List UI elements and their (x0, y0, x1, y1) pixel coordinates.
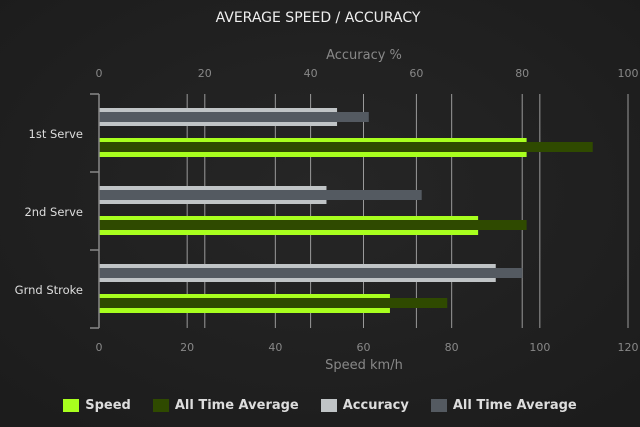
bar-accuracy-average (99, 268, 523, 278)
top-tick-label: 20 (198, 67, 212, 80)
legend-label: All Time Average (174, 398, 299, 413)
legend-swatch (63, 399, 80, 412)
bottom-tick-label: 40 (268, 341, 282, 354)
bottom-tick-label: 80 (445, 341, 459, 354)
top-tick-label: 0 (96, 67, 103, 80)
legend: Speed All Time Average Accuracy All Time… (0, 398, 640, 413)
top-axis-label: Accuracy % (326, 48, 402, 63)
bar-accuracy-average (99, 112, 369, 122)
legend-swatch (430, 399, 447, 412)
legend-item-accuracy[interactable]: Accuracy (320, 398, 409, 413)
bottom-axis-label: Speed km/h (325, 358, 403, 373)
legend-item-speed[interactable]: Speed (63, 398, 131, 413)
bar-speed-average (99, 142, 593, 152)
bar-speed-average (99, 298, 448, 308)
bottom-tick-label: 60 (357, 341, 371, 354)
bar-speed-average (99, 220, 527, 230)
bar-accuracy-average (99, 190, 422, 200)
bottom-tick-label: 120 (618, 341, 639, 354)
category-label: Grnd Stroke (15, 283, 83, 297)
top-tick-label: 60 (409, 67, 423, 80)
bottom-tick-label: 100 (529, 341, 550, 354)
top-tick-label: 100 (618, 67, 639, 80)
chart-title: AVERAGE SPEED / ACCURACY (216, 10, 421, 26)
bottom-tick-label: 20 (180, 341, 194, 354)
legend-swatch (320, 399, 337, 412)
legend-label: All Time Average (452, 398, 577, 413)
category-label: 2nd Serve (24, 205, 83, 219)
bottom-tick-label: 0 (96, 341, 103, 354)
legend-label: Accuracy (342, 398, 409, 413)
legend-label: Speed (85, 398, 131, 413)
category-label: 1st Serve (29, 127, 83, 141)
legend-swatch (152, 399, 169, 412)
top-tick-label: 80 (515, 67, 529, 80)
legend-item-speed-average[interactable]: All Time Average (152, 398, 299, 413)
top-tick-label: 40 (304, 67, 318, 80)
legend-item-accuracy-average[interactable]: All Time Average (430, 398, 577, 413)
